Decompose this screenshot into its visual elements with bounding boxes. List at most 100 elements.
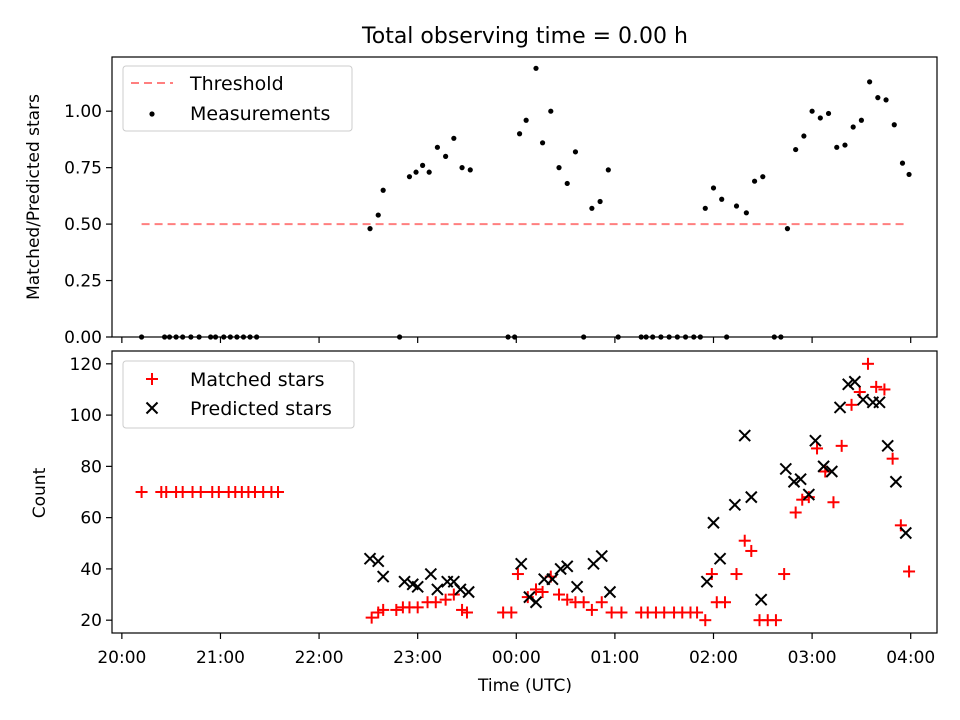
measurement-point bbox=[638, 334, 644, 340]
predicted-star-point bbox=[546, 572, 559, 586]
ratio-y-tick-label: 0.00 bbox=[64, 328, 102, 348]
predicted-star-point bbox=[554, 562, 567, 576]
measurement-point bbox=[240, 334, 247, 340]
predicted-star-point bbox=[728, 498, 742, 512]
predicted-star-point bbox=[376, 570, 390, 583]
measurement-point bbox=[406, 174, 413, 180]
ratio-y-tick-label: 0.25 bbox=[64, 272, 102, 292]
measurement-point bbox=[825, 110, 832, 117]
measurement-point bbox=[899, 160, 906, 166]
count-y-tick-label: 80 bbox=[80, 457, 102, 477]
measurement-point bbox=[434, 144, 440, 150]
predicted-star-point bbox=[787, 475, 801, 488]
predicted-star-point bbox=[523, 590, 536, 604]
measurement-point bbox=[564, 180, 570, 187]
measurement-point bbox=[451, 135, 457, 141]
predicted-star-point bbox=[842, 378, 855, 391]
matched-star-point bbox=[577, 596, 590, 609]
measurement-point bbox=[597, 198, 603, 205]
matched-stars-legend-label: Matched stars bbox=[190, 369, 324, 391]
measurement-point bbox=[533, 65, 539, 71]
ratio-panel: 0.00 0.25 0.50 0.75 1.00 Matched/Predicted s… bbox=[24, 56, 938, 348]
measurement-point bbox=[420, 162, 426, 168]
matched-star-point bbox=[505, 606, 518, 619]
measurement-point bbox=[512, 334, 518, 340]
matched-stars-points bbox=[135, 357, 916, 627]
measurement-point bbox=[875, 95, 881, 101]
matched-star-point bbox=[135, 486, 148, 498]
measurement-point bbox=[682, 334, 689, 340]
predicted-star-point bbox=[595, 549, 608, 563]
predicted-star-point bbox=[856, 393, 870, 406]
measurement-point bbox=[858, 117, 865, 123]
measurement-point bbox=[459, 165, 465, 171]
predicted-star-point bbox=[817, 460, 830, 473]
measurement-point bbox=[589, 205, 595, 211]
measurement-point bbox=[724, 334, 730, 340]
matched-star-point bbox=[699, 614, 712, 627]
predicted-star-point bbox=[515, 557, 528, 570]
measurement-point bbox=[188, 334, 194, 340]
matched-star-point bbox=[811, 442, 824, 455]
predicted-star-point bbox=[738, 429, 751, 442]
matched-star-point bbox=[886, 452, 899, 465]
measurement-point bbox=[539, 140, 546, 146]
matched-star-point bbox=[870, 380, 883, 393]
measurement-point bbox=[883, 97, 889, 103]
measurement-point bbox=[650, 334, 656, 340]
matched-star-point bbox=[861, 357, 874, 370]
measurement-point bbox=[760, 174, 766, 180]
matched-star-point bbox=[429, 596, 442, 609]
measurement-point bbox=[743, 210, 749, 216]
measurement-point bbox=[413, 169, 419, 175]
predicted-star-point bbox=[363, 552, 377, 565]
predicted-star-point bbox=[825, 465, 839, 478]
measurement-point bbox=[778, 334, 784, 340]
measurement-point bbox=[605, 167, 611, 173]
predicted-star-point bbox=[398, 575, 411, 588]
measurement-point bbox=[196, 334, 202, 340]
measurement-point bbox=[443, 153, 449, 159]
predicted-star-point bbox=[745, 490, 758, 504]
matched-star-point bbox=[536, 585, 549, 598]
measurement-point bbox=[138, 334, 145, 340]
count-x-tick-label: 22:00 bbox=[295, 648, 344, 668]
predicted-stars-points bbox=[363, 375, 912, 609]
matched-legend-marker bbox=[146, 373, 158, 385]
matched-star-point bbox=[789, 506, 802, 519]
measurement-point bbox=[212, 334, 219, 340]
matched-star-point bbox=[796, 493, 809, 506]
measurement-point bbox=[234, 334, 240, 340]
matched-star-point bbox=[802, 491, 815, 504]
ratio-plot-frame bbox=[111, 56, 938, 338]
matched-star-point bbox=[439, 593, 452, 606]
count-y-axis: 20 40 60 80 100 120 bbox=[70, 355, 112, 631]
measurement-point bbox=[691, 334, 697, 340]
count-y-tick-label: 100 bbox=[70, 406, 102, 426]
measurement-point bbox=[906, 171, 912, 178]
measurement-point bbox=[254, 334, 260, 340]
measurement-point bbox=[161, 334, 168, 340]
matched-star-point bbox=[411, 601, 424, 614]
predicted-stars-legend-label: Predicted stars bbox=[190, 398, 332, 420]
predicted-star-point bbox=[700, 575, 714, 588]
predicted-star-point bbox=[848, 375, 862, 388]
predicted-star-point bbox=[431, 583, 444, 596]
matched-star-point bbox=[585, 603, 598, 616]
matched-star-point bbox=[718, 596, 731, 609]
measurement-point bbox=[523, 117, 529, 123]
count-x-tick-label: 02:00 bbox=[689, 648, 738, 668]
count-x-tick-label: 03:00 bbox=[788, 648, 837, 668]
count-y-tick-label: 20 bbox=[80, 611, 102, 631]
count-x-tick-label: 20:00 bbox=[97, 648, 146, 668]
measurement-point bbox=[719, 196, 725, 202]
matched-star-point bbox=[365, 611, 378, 624]
predicted-star-point bbox=[779, 462, 793, 476]
measurement-point bbox=[426, 169, 432, 175]
measurement-point bbox=[891, 122, 897, 128]
matched-star-point bbox=[271, 486, 284, 498]
matched-star-point bbox=[827, 496, 840, 509]
measurement-points bbox=[138, 65, 912, 340]
measurement-point bbox=[367, 226, 373, 232]
